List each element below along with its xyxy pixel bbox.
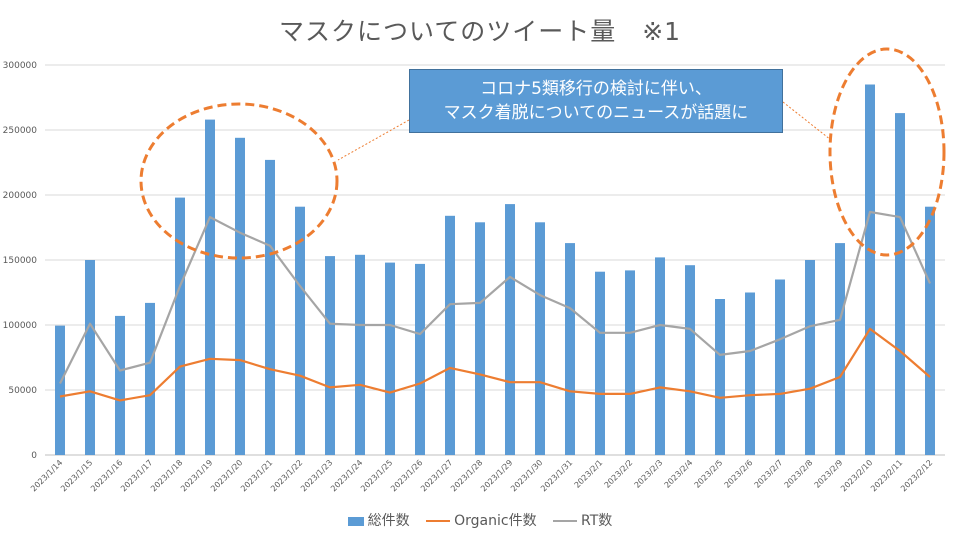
bar [505, 204, 515, 455]
x-tick-label: 2023/2/6 [723, 458, 755, 490]
bar [235, 137, 245, 456]
annotation-callout: コロナ5類移行の検討に伴い、 マスク着脱についてのニュースが話題に [409, 69, 783, 133]
x-tick-label: 2023/2/8 [783, 458, 815, 490]
bar [415, 263, 425, 455]
bar [925, 206, 935, 455]
bar [295, 206, 305, 455]
bar-series [55, 84, 935, 456]
y-tick-label: 50000 [8, 386, 37, 396]
bar [445, 215, 455, 455]
legend-label-total: 総件数 [367, 513, 410, 529]
chart-title: マスクについてのツイート量 ※1 [278, 17, 682, 46]
x-tick-label: 2023/2/12 [899, 458, 934, 493]
series-line-rt [59, 210, 932, 384]
bar [805, 260, 815, 455]
bar [865, 84, 875, 455]
y-tick-label: 300000 [3, 61, 38, 71]
bar [85, 260, 95, 455]
x-axis-ticks: 2023/1/142023/1/152023/1/162023/1/172023… [29, 458, 934, 493]
y-axis-ticks: 0 50000 100000 150000 200000 250000 300000 [3, 61, 38, 461]
bar [205, 119, 215, 455]
y-tick-label: 100000 [3, 321, 38, 331]
x-tick-label: 2023/2/1 [573, 458, 605, 490]
x-tick-label: 2023/2/3 [633, 458, 665, 490]
bar [115, 315, 125, 455]
legend-item-organic: Organic件数 [426, 510, 537, 530]
legend-item-total: 総件数 [347, 510, 410, 530]
bar [175, 197, 185, 455]
annotation-line-1: コロナ5類移行の検討に伴い、 [480, 79, 712, 99]
x-tick-label: 2023/2/4 [663, 458, 695, 490]
bar [775, 279, 785, 455]
series-line-organic [59, 327, 931, 402]
x-tick-label: 2023/2/7 [753, 458, 785, 490]
highlight-ellipse-february [828, 47, 946, 257]
y-tick-label: 0 [31, 451, 37, 461]
bar [355, 254, 365, 455]
legend-swatch-organic [426, 520, 451, 522]
bar [715, 299, 725, 455]
bar [655, 257, 665, 455]
x-tick-label: 2023/2/2 [603, 458, 635, 490]
connector-february [782, 101, 832, 141]
bar [535, 222, 545, 455]
bar [325, 256, 335, 455]
legend-label-organic: Organic件数 [454, 513, 537, 529]
bar [565, 243, 575, 455]
bar [625, 270, 635, 455]
y-tick-label: 250000 [3, 126, 38, 136]
bar [145, 302, 155, 455]
bar [835, 243, 845, 455]
highlight-ellipse-january [139, 102, 339, 260]
connector-january [337, 119, 410, 161]
bar [685, 265, 695, 455]
bar [595, 271, 605, 455]
legend-item-rt: RT数 [553, 510, 612, 530]
x-tick-label: 2023/2/9 [813, 458, 845, 490]
legend-swatch-rt [553, 520, 578, 522]
chart-legend: 総件数 Organic件数 RT数 [0, 510, 960, 530]
x-tick-label: 2023/2/5 [693, 458, 725, 490]
bar [475, 222, 485, 455]
legend-label-rt: RT数 [581, 513, 613, 529]
bar [265, 159, 275, 455]
annotation-line-2: マスク着脱についてのニュースが話題に [443, 103, 749, 123]
line-series [59, 210, 932, 402]
bar [55, 325, 65, 455]
y-tick-label: 200000 [3, 191, 38, 201]
y-tick-label: 150000 [3, 256, 38, 266]
annotation-shapes [139, 47, 946, 260]
bar [745, 292, 755, 455]
x-tick-label: 2023/1/31 [539, 458, 574, 493]
bar [385, 262, 395, 455]
legend-swatch-total [347, 516, 364, 526]
bar [895, 113, 905, 455]
